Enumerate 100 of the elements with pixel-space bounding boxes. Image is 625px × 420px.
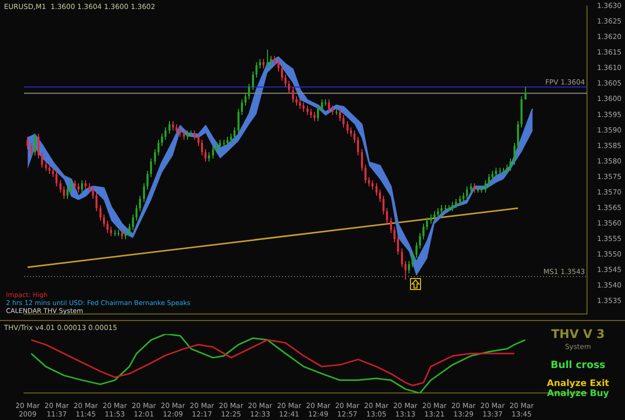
candlestick — [201, 139, 203, 156]
candlestick — [492, 170, 494, 181]
candlestick — [179, 126, 181, 138]
candlestick — [466, 186, 468, 200]
candlestick — [401, 248, 403, 268]
candlestick — [100, 204, 102, 222]
candlestick — [78, 182, 80, 194]
candlestick — [219, 139, 221, 150]
candlestick — [434, 210, 436, 222]
candlestick — [256, 62, 258, 78]
candlestick — [354, 130, 356, 144]
candlestick — [238, 108, 240, 134]
candlestick — [143, 182, 145, 202]
candlestick — [208, 152, 210, 162]
candlestick — [186, 130, 188, 140]
candlestick — [266, 49, 268, 69]
candlestick — [440, 204, 442, 215]
candlestick — [368, 176, 370, 187]
candlestick — [419, 232, 421, 250]
candlestick — [416, 242, 418, 258]
candlestick — [60, 180, 62, 194]
candlestick — [342, 114, 344, 128]
candlestick — [150, 158, 152, 178]
candlestick — [45, 161, 47, 172]
candlestick — [48, 164, 50, 174]
candlestick — [172, 120, 174, 131]
candlestick — [34, 133, 36, 156]
candlestick — [346, 120, 348, 134]
candlestick — [306, 105, 308, 116]
candlestick — [216, 142, 218, 153]
candlestick — [404, 260, 406, 280]
candlestick — [376, 182, 378, 196]
candlestick — [124, 229, 126, 240]
candlestick — [92, 186, 94, 200]
candlestick — [361, 148, 363, 172]
candlestick — [364, 164, 366, 184]
candlestick — [394, 226, 396, 243]
annotation: Analyze Buy — [546, 389, 610, 399]
candlestick — [430, 214, 432, 224]
candlestick — [158, 139, 160, 156]
candlestick — [262, 58, 264, 69]
candlestick — [426, 216, 428, 230]
candlestick — [462, 192, 464, 202]
candlestick — [241, 98, 243, 116]
candlestick — [328, 98, 330, 112]
candlestick — [41, 152, 43, 168]
candlestick — [459, 195, 461, 206]
candlestick — [317, 105, 319, 122]
candlestick — [292, 86, 294, 104]
candlestick — [514, 142, 516, 166]
candlestick — [52, 167, 54, 178]
candlestick — [495, 167, 497, 178]
candlestick — [244, 92, 246, 106]
candlestick — [139, 195, 141, 212]
candlestick — [226, 136, 228, 147]
candlestick — [321, 98, 323, 112]
candlestick — [310, 108, 312, 119]
candlestick — [302, 102, 304, 112]
candlestick — [30, 142, 32, 156]
candlestick — [314, 111, 316, 122]
candlestick — [408, 260, 410, 274]
candlestick — [106, 220, 108, 234]
candlestick — [284, 74, 286, 88]
candlestick — [88, 182, 90, 194]
candlestick — [332, 105, 334, 116]
candlestick — [484, 180, 486, 194]
candlestick — [183, 130, 185, 140]
candlestick — [63, 186, 65, 200]
candlestick — [212, 146, 214, 159]
candlestick — [288, 80, 290, 94]
candlestick — [38, 133, 40, 159]
candlestick — [132, 214, 134, 230]
candlestick — [386, 208, 388, 224]
candlestick — [274, 55, 276, 66]
candlestick — [26, 136, 28, 150]
candlestick — [488, 173, 490, 187]
candlestick — [248, 83, 250, 100]
candlestick — [510, 158, 512, 172]
candlestick — [397, 236, 399, 256]
candlestick — [299, 98, 301, 110]
candlestick — [524, 86, 526, 100]
candlestick — [84, 180, 86, 190]
candlestick — [296, 96, 298, 106]
candlestick — [281, 64, 283, 82]
candlestick — [234, 126, 236, 140]
candlestick — [230, 133, 232, 144]
candlestick — [204, 148, 206, 162]
candlestick — [161, 133, 163, 147]
candlestick — [194, 130, 196, 140]
candlestick — [470, 182, 472, 194]
candlestick — [379, 189, 381, 202]
candlestick — [382, 195, 384, 215]
candlestick — [339, 108, 341, 122]
candlestick — [168, 120, 170, 134]
candlestick — [474, 182, 476, 194]
candlestick — [350, 126, 352, 138]
candlestick — [74, 180, 76, 190]
candlestick — [259, 58, 261, 69]
candlestick — [437, 208, 439, 218]
candlestick — [110, 226, 112, 237]
